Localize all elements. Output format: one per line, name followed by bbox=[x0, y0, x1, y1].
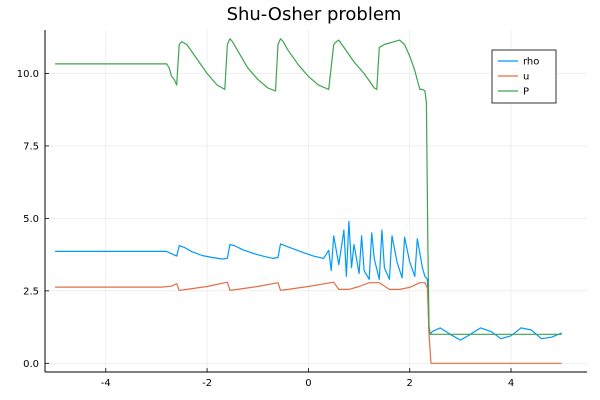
x-tick-label: 0 bbox=[305, 378, 311, 389]
series-line-rho bbox=[55, 220, 562, 341]
y-tick-label: 0.0 bbox=[23, 359, 39, 370]
y-tick-label: 7.5 bbox=[23, 141, 39, 152]
legend-label-u: u bbox=[523, 72, 529, 83]
legend-label-p: P bbox=[523, 87, 529, 98]
legend-label-rho: rho bbox=[523, 57, 539, 68]
series-layer bbox=[55, 38, 562, 364]
series-line-p bbox=[55, 38, 562, 335]
x-tick-label: 2 bbox=[407, 378, 413, 389]
y-tick-label: 2.5 bbox=[23, 286, 39, 297]
chart-title: Shu-Osher problem bbox=[227, 4, 402, 25]
x-tick-label: -2 bbox=[202, 378, 212, 389]
x-tick-label: -4 bbox=[101, 378, 111, 389]
y-tick-label: 5.0 bbox=[23, 214, 39, 225]
x-tick-label: 4 bbox=[508, 378, 514, 389]
y-tick-label: 10.0 bbox=[17, 69, 39, 80]
series-line-u bbox=[55, 281, 562, 364]
legend: rho uP bbox=[491, 49, 557, 104]
axes: -4 -2 0 2 4 0.0 2.5 5.0 7.5 10.0 bbox=[17, 30, 587, 389]
